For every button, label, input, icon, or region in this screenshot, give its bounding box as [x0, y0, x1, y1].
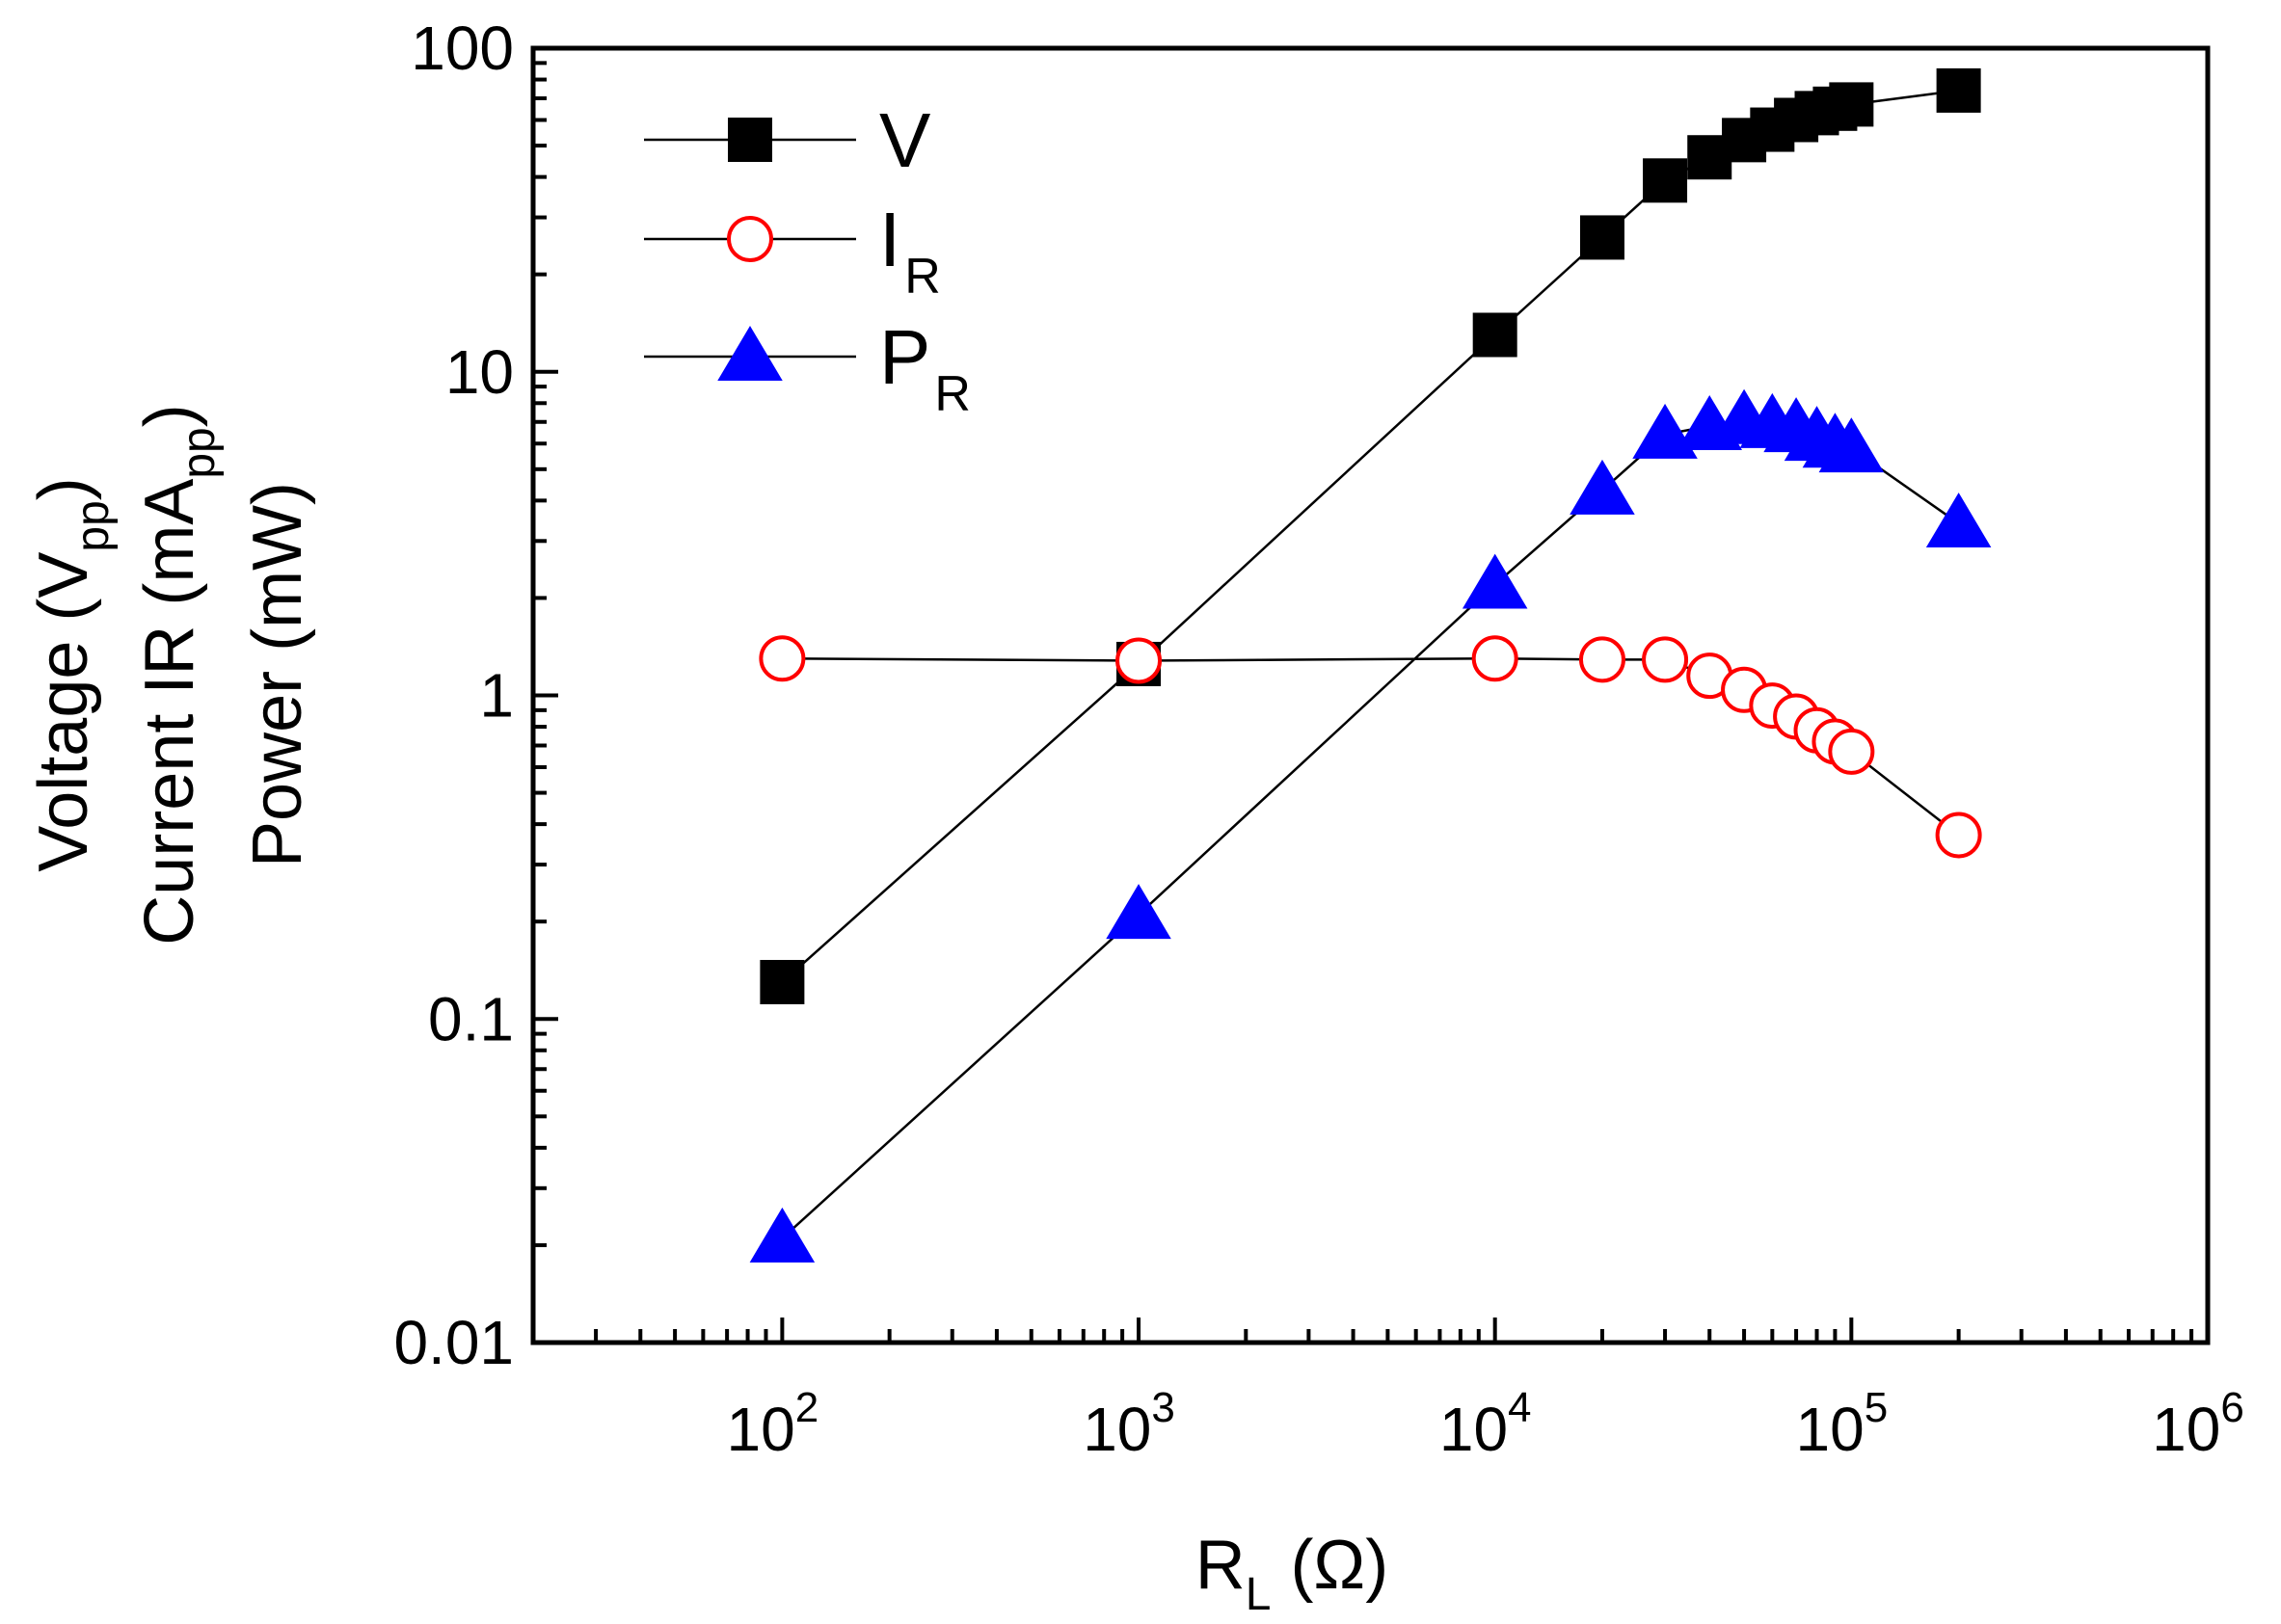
x-tick-label: 104 — [1439, 1384, 1532, 1464]
series-lines — [781, 89, 1960, 1239]
series-markers — [749, 67, 1992, 1263]
data-point-i-r — [1642, 636, 1689, 683]
x-axis-title-unit: (Ω) — [1271, 1527, 1388, 1604]
x-tick-label: 105 — [1796, 1384, 1889, 1464]
legend-label-i-r: IR — [879, 197, 941, 305]
data-point-p-r — [1818, 417, 1885, 473]
x-axis-title-main: R — [1195, 1527, 1246, 1604]
plot-area-frame — [530, 45, 2211, 1345]
legend-marker-i-r — [727, 216, 773, 262]
y-axis-title-line2: Current IR (mApp) — [131, 404, 225, 945]
data-point-p-r — [1925, 493, 1992, 548]
data-point-p-r — [1462, 553, 1528, 609]
data-point-i-r — [1471, 635, 1518, 682]
y-tick-label: 100 — [411, 13, 514, 83]
legend-label-v: V — [879, 97, 931, 183]
y-axis-title-line3: Power (mW) — [239, 482, 316, 867]
data-point-v — [1643, 158, 1688, 203]
y-tick-label: 1 — [479, 661, 514, 731]
y-tick-label: 10 — [445, 337, 514, 407]
data-point-v — [1472, 312, 1517, 358]
x-tick-label: 106 — [2152, 1384, 2244, 1464]
data-point-p-r — [749, 1207, 816, 1263]
legend-marker-p-r — [717, 326, 783, 381]
data-point-v — [1829, 82, 1874, 127]
data-point-p-r — [1570, 459, 1635, 515]
legend-label-p-r: PR — [879, 314, 971, 422]
series-line-v — [781, 89, 1959, 983]
tick-labels: 102 103 104 105 106 100 10 1 0.1 0.01 — [393, 13, 2243, 1464]
data-point-v — [1936, 67, 1981, 113]
data-point-v — [760, 959, 805, 1004]
data-point-i-r — [1578, 636, 1625, 683]
data-point-p-r — [1106, 884, 1171, 940]
x-axis-title-sub: L — [1246, 1569, 1272, 1620]
y-tick-label: 0.1 — [428, 984, 514, 1053]
y-tick-label: 0.01 — [393, 1308, 514, 1377]
x-axis-title: RL (Ω) — [1195, 1527, 1388, 1620]
x-tick-label: 103 — [1083, 1384, 1175, 1464]
data-point-i-r — [1828, 728, 1875, 775]
data-point-i-r — [759, 635, 806, 682]
y-axis-title: Voltage (Vpp) Current IR (mApp) Power (m… — [25, 404, 316, 945]
data-point-i-r — [1115, 637, 1163, 684]
axis-ticks — [531, 61, 2194, 1344]
data-point-v — [1579, 215, 1624, 260]
legend-marker-v — [728, 118, 772, 162]
series-line-p-r — [781, 418, 1960, 1239]
y-axis-title-line1: Voltage (Vpp) — [25, 477, 119, 872]
x-tick-label: 102 — [727, 1384, 819, 1464]
data-point-i-r — [1935, 812, 1982, 859]
